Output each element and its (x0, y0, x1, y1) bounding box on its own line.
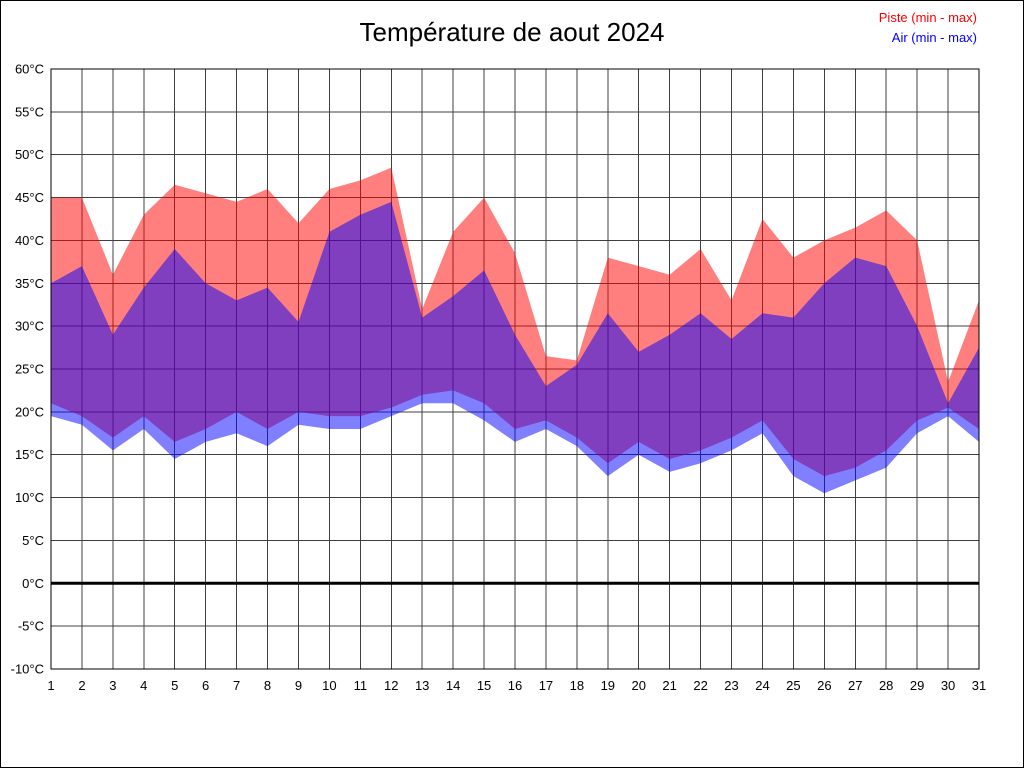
chart-title: Température de aout 2024 (359, 17, 665, 47)
y-axis-tick-label: 25°C (15, 362, 44, 377)
x-axis-tick-label: 14 (446, 678, 460, 693)
x-axis-tick-label: 26 (817, 678, 831, 693)
x-axis-tick-label: 18 (570, 678, 584, 693)
x-axis-tick-label: 28 (879, 678, 893, 693)
legend-piste-label: Piste (min - max) (878, 10, 977, 25)
x-axis-tick-label: 7 (233, 678, 240, 693)
y-axis-tick-label: 10°C (15, 490, 44, 505)
air-minmax-band (51, 201, 979, 494)
y-axis-tick-label: 55°C (15, 104, 44, 119)
y-axis-tick-label: 50°C (15, 147, 44, 162)
x-axis-tick-label: 23 (724, 678, 738, 693)
x-axis-tick-label: 31 (972, 678, 986, 693)
x-axis-tick-label: 29 (910, 678, 924, 693)
x-axis-tick-label: 22 (693, 678, 707, 693)
x-axis-tick-label: 9 (295, 678, 302, 693)
y-axis-tick-label: 35°C (15, 276, 44, 291)
x-axis-tick-label: 5 (171, 678, 178, 693)
x-axis-tick-label: 1 (47, 678, 54, 693)
x-axis-tick-label: 4 (140, 678, 147, 693)
x-axis-tick-label: 25 (786, 678, 800, 693)
y-axis-tick-label: 0°C (22, 576, 44, 591)
y-axis-tick-label: 15°C (15, 447, 44, 462)
x-axis-tick-label: 15 (477, 678, 491, 693)
x-axis-tick-label: 19 (601, 678, 615, 693)
x-axis-tick-label: 17 (539, 678, 553, 693)
y-axis-tick-label: -5°C (18, 619, 44, 634)
legend-air-label: Air (min - max) (891, 30, 977, 45)
x-axis-tick-label: 6 (202, 678, 209, 693)
y-axis-tick-label: 40°C (15, 233, 44, 248)
x-axis-tick-label: 3 (109, 678, 116, 693)
y-axis-tick-label: 30°C (15, 319, 44, 334)
y-axis-tick-label: 45°C (15, 190, 44, 205)
x-axis-tick-label: 30 (941, 678, 955, 693)
x-axis-tick-label: 16 (508, 678, 522, 693)
plot-border (50, 68, 980, 670)
x-axis-tick-label: 2 (78, 678, 85, 693)
x-axis-tick-label: 21 (662, 678, 676, 693)
x-axis-tick-label: 13 (415, 678, 429, 693)
x-axis-tick-label: 20 (631, 678, 645, 693)
x-axis-tick-label: 27 (848, 678, 862, 693)
y-axis-tick-label: 20°C (15, 404, 44, 419)
x-axis-tick-label: 24 (755, 678, 769, 693)
y-axis-tick-label: 5°C (22, 533, 44, 548)
x-axis-tick-label: 12 (384, 678, 398, 693)
chart-legend: Piste (min - max) Air (min - max) (879, 8, 977, 48)
x-axis-tick-label: 10 (322, 678, 336, 693)
y-axis-tick-label: -10°C (11, 662, 44, 677)
y-axis-tick-label: 60°C (15, 62, 44, 77)
x-axis-tick-label: 8 (264, 678, 271, 693)
x-axis-tick-label: 11 (354, 678, 368, 693)
